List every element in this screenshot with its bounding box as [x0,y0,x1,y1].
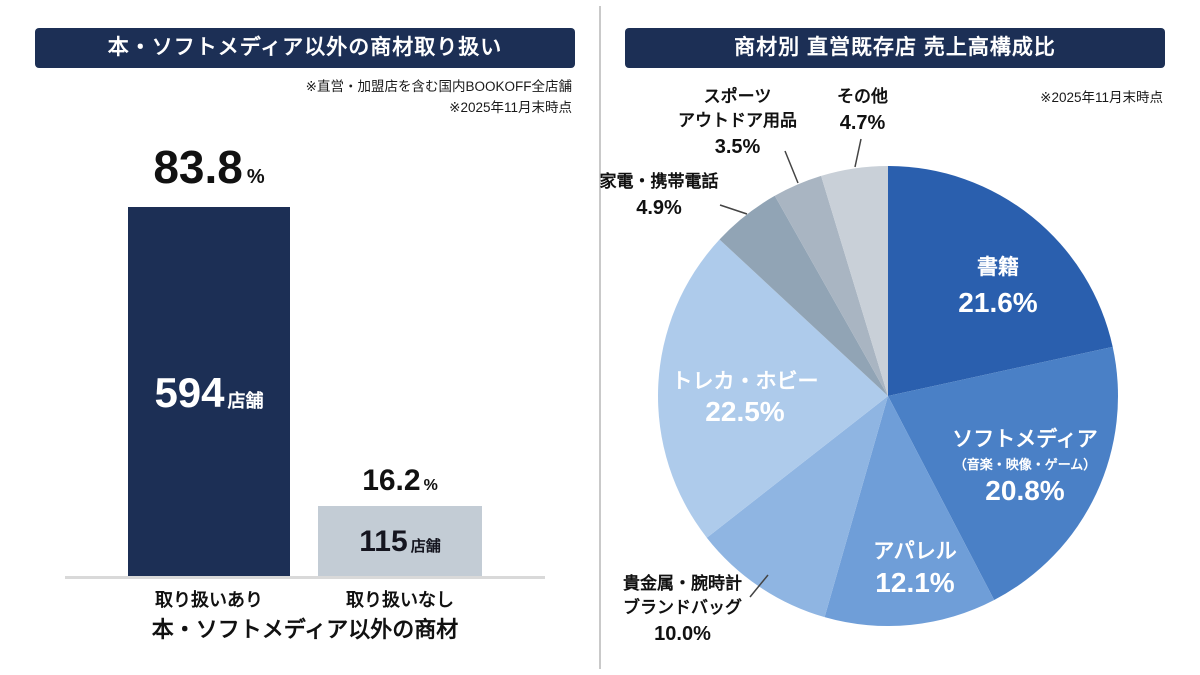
slice-percent: 4.7% [839,112,886,134]
slice-percent: 3.5% [714,136,761,158]
pie-slice-0 [888,166,1113,396]
pie-slice-4 [658,239,888,538]
pie-outside-label-sports: スポーツ アウトドア用品 3.5% [660,85,815,161]
percent-sign: % [246,166,265,188]
pie-outside-label-other: その他 4.7% [800,85,925,137]
pie-outside-label-electronics: 家電・携帯電話 4.9% [598,170,720,222]
bar-value-number: 83.8 [153,141,243,193]
store-count-unit: 店舗 [227,390,264,411]
pie-slice-7 [821,165,888,396]
slice-label-line: ブランドバッグ [623,598,742,617]
pie-slice-percent: 20.8% [985,475,1064,506]
pie-slice-percent: 12.1% [875,567,954,598]
pie-slice-label: 書籍 [977,255,1019,279]
pie-outside-label-jewelry: 貴金属・腕時計 ブランドバッグ 10.0% [610,572,755,648]
leader-line [749,574,769,598]
pie-slice-5 [719,195,888,396]
pie-slice-percent: 21.6% [958,287,1037,318]
note-line: ※直営・加盟店を含む国内BOOKOFF全店舗 [305,79,572,94]
bar-value-label-yes: 83.8% [118,140,300,194]
store-count: 115 [359,525,408,558]
category-label-no: 取り扱いなし [346,590,454,610]
pie-slice-3 [706,396,888,618]
pie-slice-1 [888,346,1118,600]
bar-handling-yes: 594 店舗 [128,207,290,578]
bar-count-label: 594 店舗 [154,369,263,417]
slice-label-line: その他 [837,87,888,106]
pie-slice-label: アパレル [873,540,957,563]
bar-chart-notes: ※直営・加盟店を含む国内BOOKOFF全店舗 ※2025年11月末時点 [200,76,572,118]
category-label-yes: 取り扱いあり [155,590,263,610]
pie-slice-label: ソフトメディア [952,427,1098,451]
pie-chart-title: 商材別 直営既存店 売上高構成比 [625,28,1165,68]
slice-label-line: アウトドア用品 [678,111,797,130]
slice-percent: 4.9% [636,197,682,219]
x-axis-line [65,576,545,579]
store-count-unit: 店舗 [410,538,441,555]
leader-line [784,150,799,184]
note-line: ※2025年11月末時点 [449,100,572,115]
pie-slice-percent: 22.5% [705,396,784,427]
slice-percent: 10.0% [654,623,711,645]
store-count: 594 [154,368,225,416]
slice-label-line: 家電・携帯電話 [599,172,719,191]
pie-chart-note: ※2025年11月末時点 [1040,90,1163,105]
bar-count-label: 115 店舗 [359,525,440,559]
panel-divider [599,6,601,669]
pie-slice-label: トレカ・ホビー [672,370,819,393]
bar-handling-no: 115 店舗 [318,506,482,578]
bar-chart-title: 本・ソフトメディア以外の商材取り扱い [35,28,575,68]
percent-sign: % [423,477,438,494]
slice-label-line: スポーツ [703,87,772,106]
leader-line [719,204,748,215]
bar-value-label-no: 16.2% [318,464,482,498]
pie-slice-6 [774,175,888,396]
leader-line [854,138,862,168]
pie-slice-2 [824,396,995,627]
bar-value-number: 16.2 [362,464,421,497]
x-axis-title: 本・ソフトメディア以外の商材 [151,617,459,642]
pie-slice-sublabel: （音楽・映像・ゲーム） [954,457,1097,472]
slice-label-line: 貴金属・腕時計 [623,574,742,593]
pie-chart: 書籍 21.6% ソフトメディア （音楽・映像・ゲーム） 20.8% アパレル 12.1% ト… [658,138,1118,627]
